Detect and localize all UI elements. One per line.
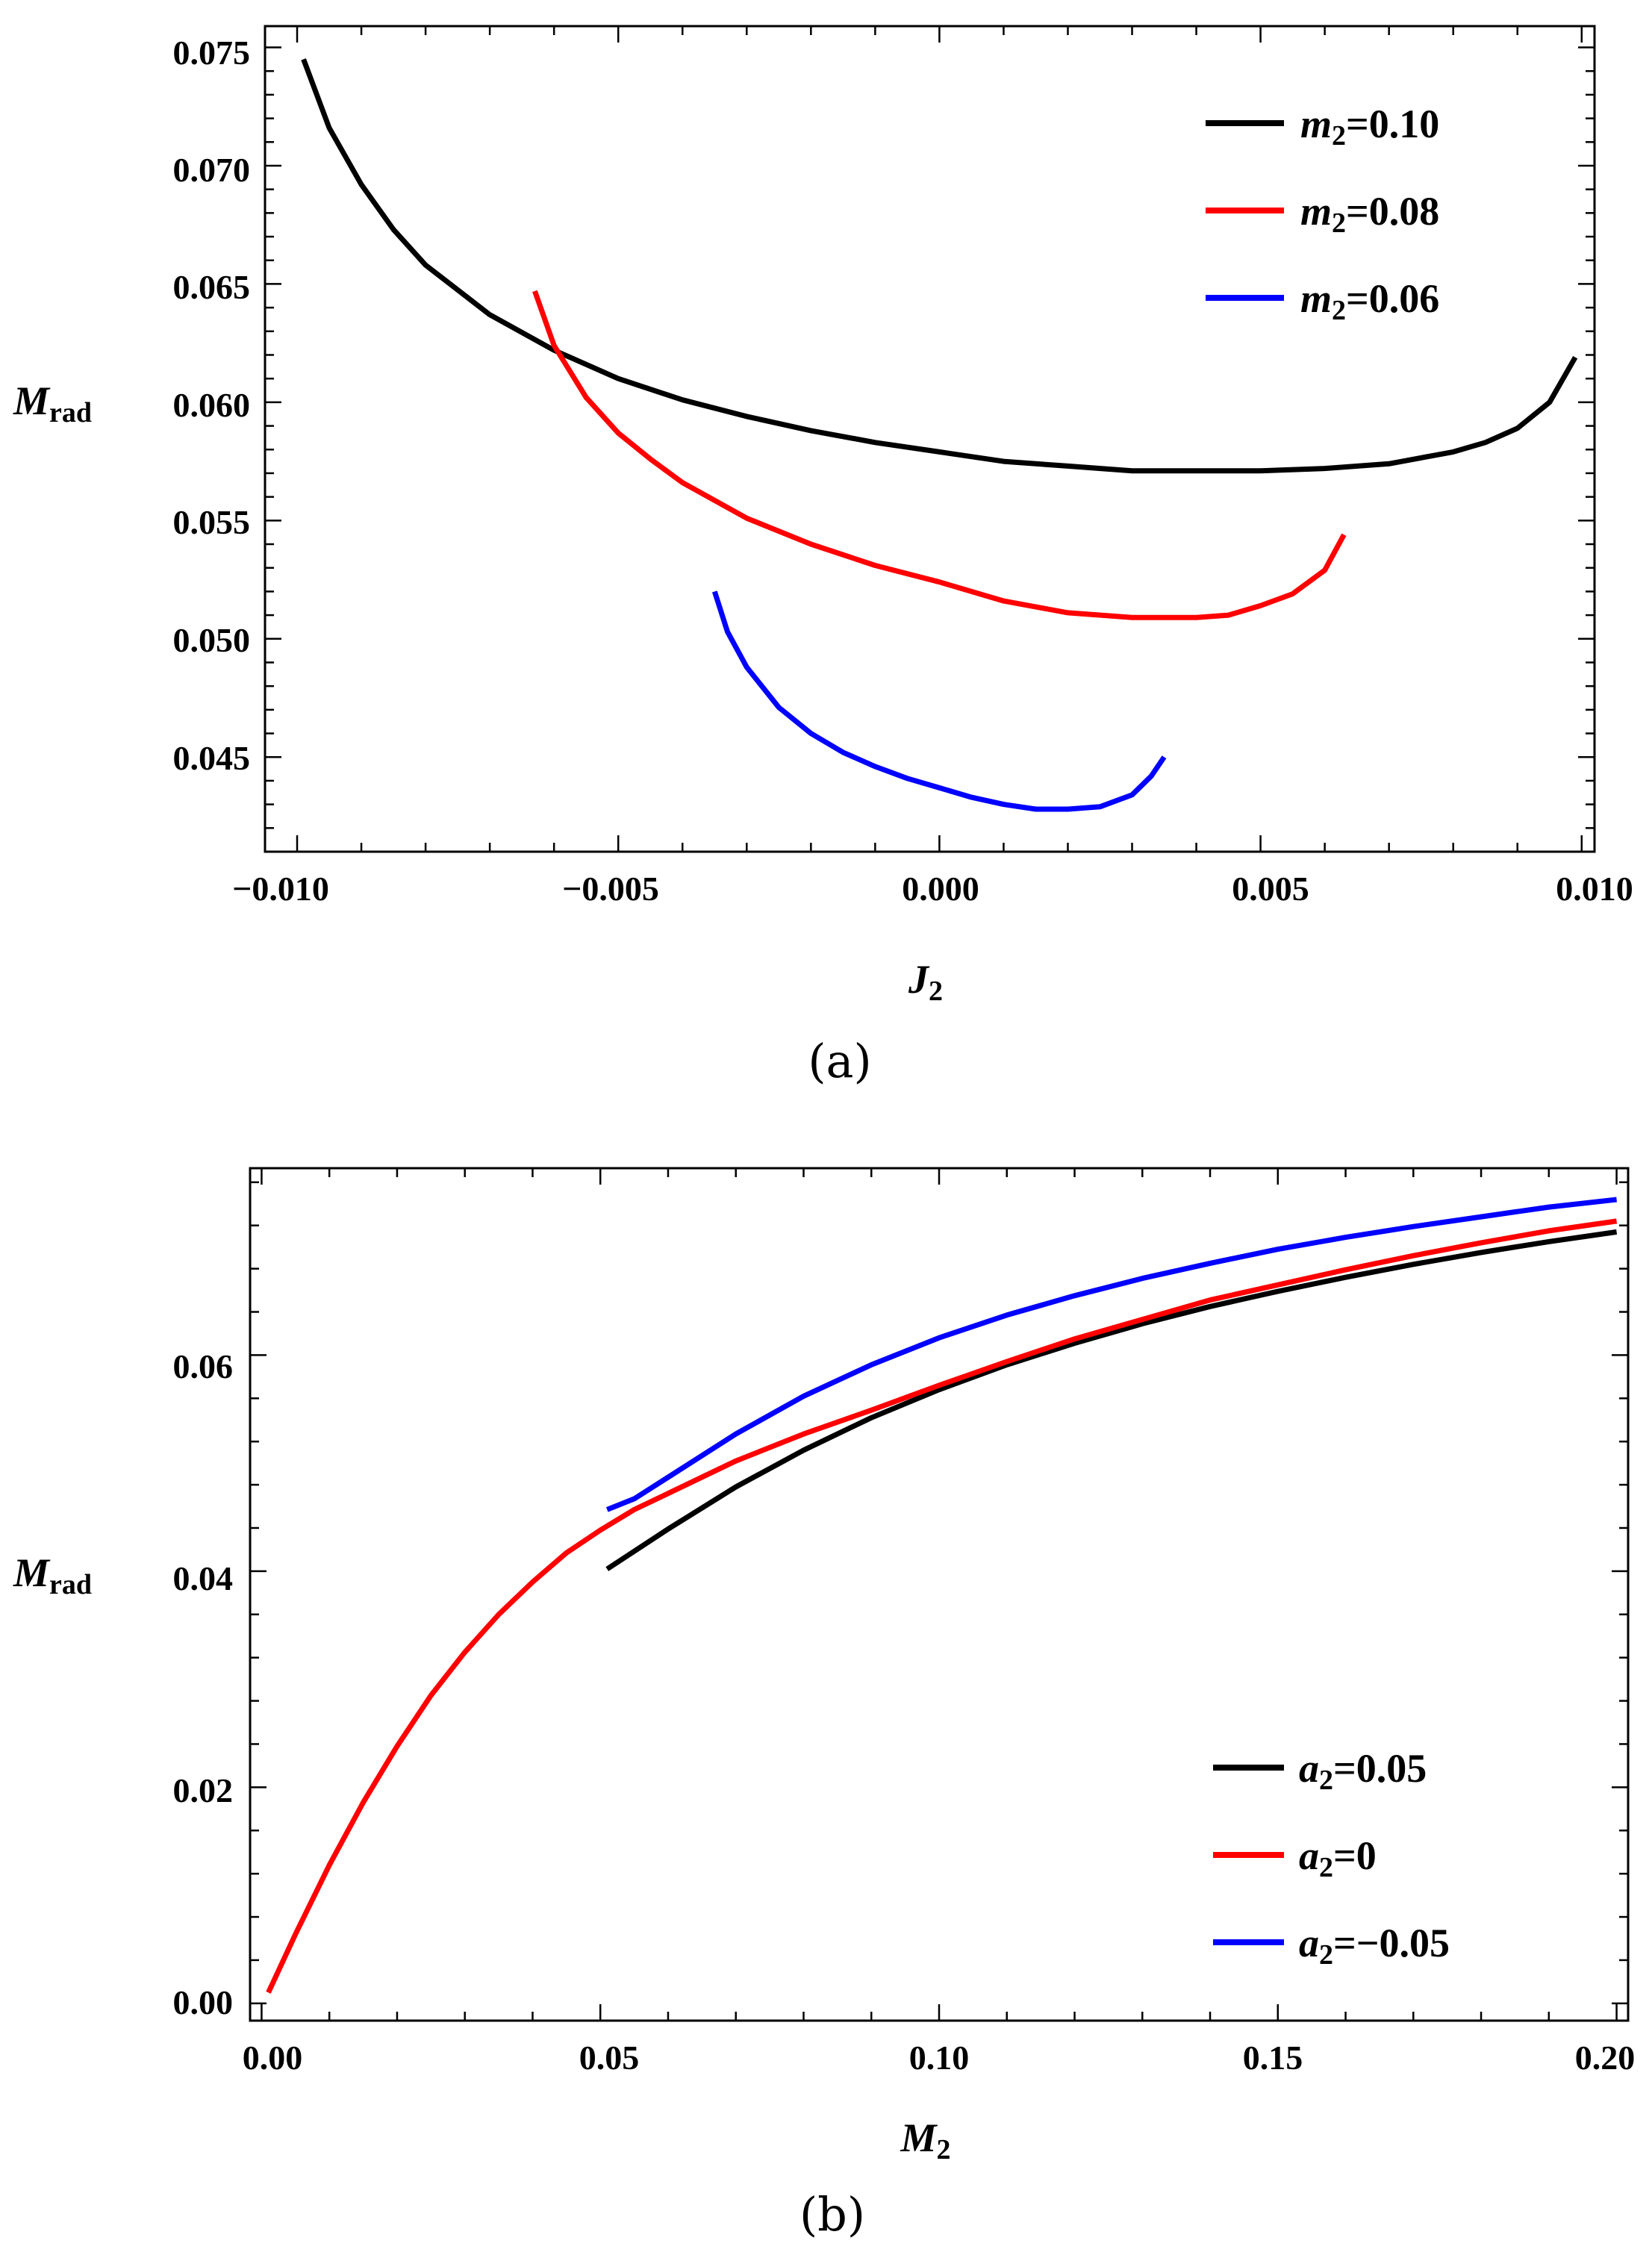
x-tick-label: 0.00	[243, 2039, 303, 2077]
plot-frame-b	[249, 1167, 1630, 2022]
panel-caption-a: (a)	[808, 1034, 871, 1088]
y-tick-label: 0.065	[173, 268, 251, 306]
legend-label: a2=0	[1299, 1833, 1377, 1883]
y-axis-title: Mrad	[13, 378, 92, 428]
x-tick-label: 0.005	[1232, 870, 1309, 908]
y-tick-label: 0.055	[173, 503, 251, 541]
legend-label: m2=0.10	[1300, 102, 1439, 152]
ticks-b	[250, 1168, 1628, 2021]
x-tick-label: 0.15	[1243, 2039, 1303, 2077]
y-tick-label: 0.00	[173, 1983, 234, 2021]
y-tick-label: 0.045	[173, 739, 251, 777]
series-group-b	[266, 1197, 1618, 1994]
legend-a: m2=0.10 m2=0.08 m2=0.06	[1206, 102, 1439, 326]
x-tick-label: 0.000	[902, 870, 979, 908]
x-tick-label: 0.20	[1575, 2039, 1636, 2077]
y-tick-label: 0.050	[173, 621, 251, 659]
x-tick-label: 0.05	[579, 2039, 640, 2077]
legend-label: a2=0.05	[1299, 1746, 1427, 1796]
legend-label: a2=−0.05	[1299, 1921, 1450, 1971]
y-tick-label: 0.04	[173, 1559, 234, 1597]
x-tick-label: −0.010	[232, 870, 329, 908]
series-line-a2-0-05	[606, 1197, 1617, 1512]
legend-label: m2=0.06	[1300, 276, 1439, 326]
y-tick-label: 0.070	[173, 151, 251, 189]
chart-panel-a: −0.010 −0.005 0.000 0.005 0.010 0.045 0.…	[13, 25, 1633, 1088]
x-tick-label: −0.005	[562, 870, 659, 908]
x-tick-label: 0.010	[1556, 870, 1633, 908]
plot-frame-a	[264, 25, 1596, 853]
y-tick-label: 0.06	[173, 1347, 234, 1385]
ticks-a	[265, 26, 1595, 853]
x-axis-title: J2	[908, 957, 943, 1007]
series-group-a	[301, 58, 1578, 812]
x-tick-label: 0.10	[909, 2039, 970, 2077]
chart-panel-b: 0.00 0.05 0.10 0.15 0.20 0.00 0.02 0.04 …	[13, 1167, 1636, 2242]
x-axis-title: M2	[900, 2115, 950, 2165]
legend-label: m2=0.08	[1300, 189, 1439, 239]
legend-b: a2=0.05 a2=0 a2=−0.05	[1213, 1746, 1450, 1971]
series-line-m2-0-10	[301, 58, 1578, 474]
series-line-a2-0-05	[605, 1229, 1618, 1571]
series-line-m2-0-06	[711, 590, 1167, 812]
y-tick-label: 0.060	[173, 386, 251, 424]
series-line-m2-0-08	[532, 290, 1347, 620]
series-line-a2-0	[266, 1218, 1618, 1994]
panel-caption-b: (b)	[799, 2187, 865, 2242]
y-axis-title: Mrad	[13, 1550, 92, 1600]
y-tick-label: 0.02	[173, 1771, 234, 1809]
y-tick-label: 0.075	[173, 34, 251, 72]
